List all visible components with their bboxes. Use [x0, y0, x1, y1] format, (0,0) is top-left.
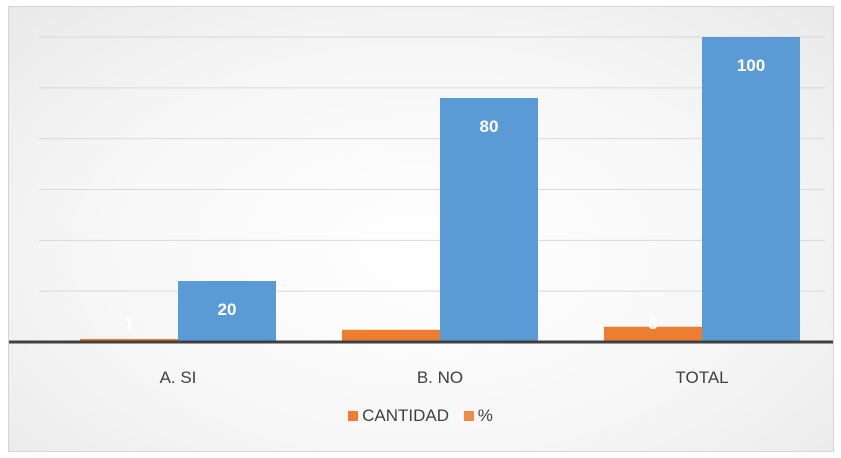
- data-label-cantidad-0: 1: [124, 314, 133, 333]
- data-label-percent-1: 80: [480, 117, 499, 136]
- legend-label-cantidad: CANTIDAD: [362, 406, 450, 425]
- legend-item-percent: %: [463, 406, 493, 426]
- bar-chart: A. SI B. NO TOTAL 1 20 80 5 100: [9, 36, 833, 387]
- bar-percent-1: [440, 98, 538, 342]
- bar-percent-0: [178, 281, 276, 342]
- bar-cantidad-0: [80, 338, 178, 342]
- gridlines: [39, 36, 825, 292]
- legend-item-cantidad: CANTIDAD: [348, 406, 449, 426]
- legend-label-percent: %: [477, 406, 493, 425]
- data-labels: 1 20 80 5 100: [124, 56, 765, 333]
- category-label-0: A. SI: [160, 368, 197, 387]
- bar-cantidad-2: [604, 326, 702, 342]
- data-label-percent-0: 20: [218, 300, 237, 319]
- category-labels: A. SI B. NO TOTAL: [160, 368, 729, 387]
- bar-percent-2: [702, 37, 800, 342]
- category-label-1: B. NO: [417, 368, 463, 387]
- data-label-percent-2: 100: [737, 56, 765, 75]
- category-label-2: TOTAL: [675, 368, 728, 387]
- bar-cantidad-1: [342, 329, 440, 342]
- chart-area: A. SI B. NO TOTAL 1 20 80 5 100: [8, 6, 834, 452]
- data-label-cantidad-2: 5: [648, 314, 657, 333]
- legend-swatch-percent: [463, 411, 474, 421]
- bars: [80, 37, 800, 342]
- legend: CANTIDAD %: [0, 406, 841, 426]
- legend-swatch-cantidad: [348, 411, 359, 421]
